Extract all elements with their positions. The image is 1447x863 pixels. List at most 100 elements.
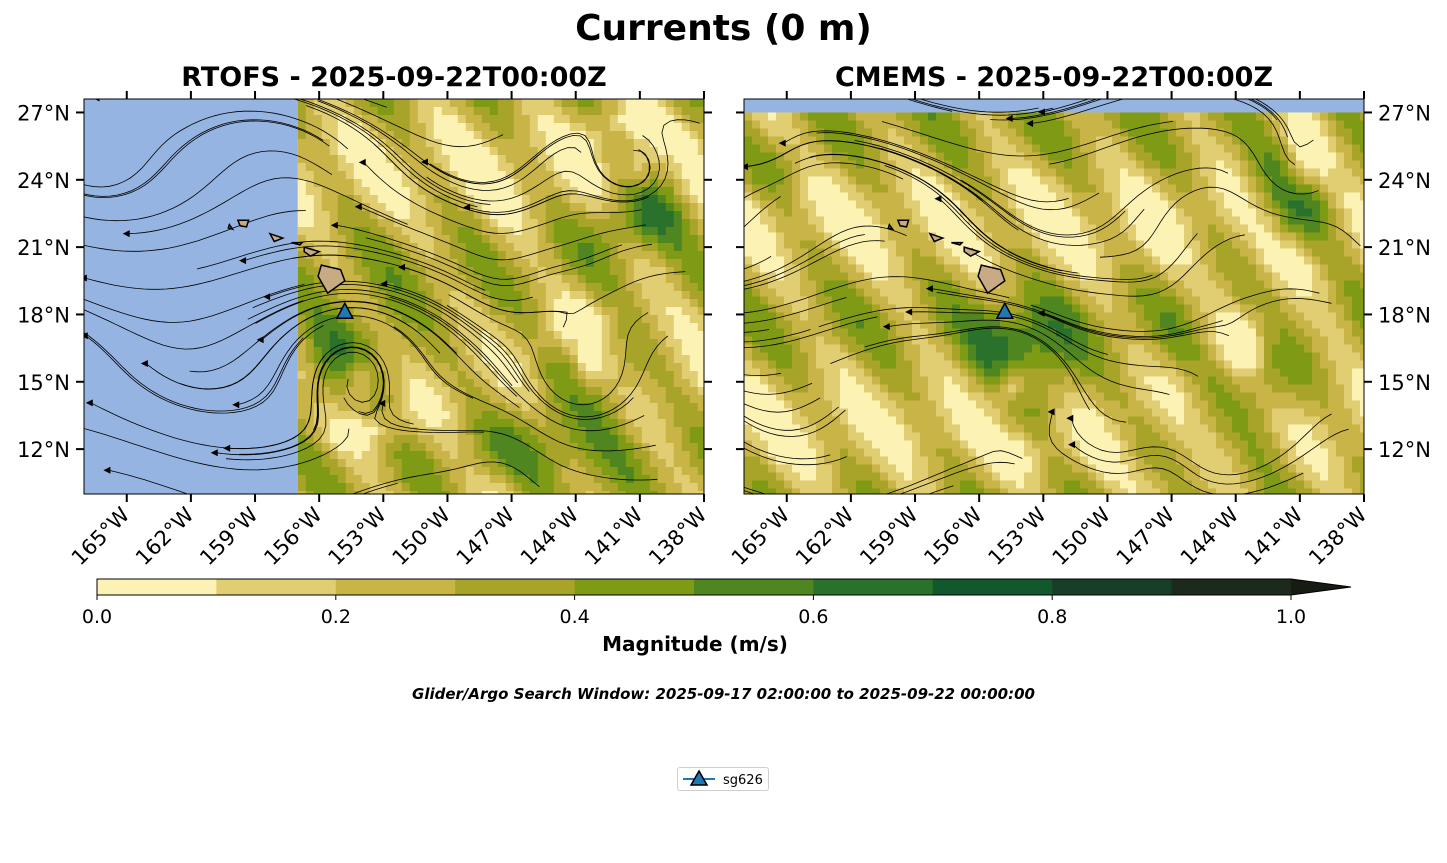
lon-tick-label: 159°W xyxy=(855,502,923,570)
island-4 xyxy=(896,219,910,228)
lon-tick-label: 156°W xyxy=(259,502,327,570)
streamline-arrow xyxy=(756,61,763,68)
lat-tick-label: 24°N xyxy=(17,169,70,193)
lon-tick-label: 138°W xyxy=(644,502,712,570)
streamline-arrow xyxy=(19,284,26,291)
colorbar-bin xyxy=(216,579,337,595)
lon-tick-label: 165°W xyxy=(727,502,795,570)
streamline-arrow xyxy=(463,203,471,211)
streamline-arrow xyxy=(256,336,264,344)
colorbar-tick-label: 0.4 xyxy=(559,606,589,628)
glider-marker xyxy=(995,301,1015,319)
rtofs-map: 165°W162°W159°W156°W153°W150°W147°W144°W… xyxy=(17,83,712,570)
streamline-arrow xyxy=(925,285,933,293)
lon-tick-label: 159°W xyxy=(195,502,263,570)
streamline-arrow xyxy=(711,310,718,317)
rtofs-panel-title: RTOFS - 2025-09-22T00:00Z xyxy=(181,62,607,93)
figure-title: Currents (0 m) xyxy=(575,8,872,49)
lat-tick-label: 18°N xyxy=(1378,303,1431,327)
lon-tick-label: 150°W xyxy=(1048,502,1116,570)
lon-tick-label: 162°W xyxy=(791,502,859,570)
colorbar-tick-label: 0.0 xyxy=(82,606,112,628)
lat-tick-label: 27°N xyxy=(17,101,70,125)
streamline-arrow xyxy=(378,399,386,407)
lat-tick-label: 21°N xyxy=(17,236,70,260)
streamline-arrow xyxy=(223,444,231,452)
colorbar-bin xyxy=(813,579,934,595)
lon-tick-label: 156°W xyxy=(919,502,987,570)
streamline-arrow xyxy=(778,139,786,147)
colorbar-bin xyxy=(932,579,1053,595)
island-1 xyxy=(963,246,982,257)
streamline-arrow xyxy=(744,163,748,171)
current-magnitude-field xyxy=(297,99,704,494)
triangle-legend-icon xyxy=(683,769,715,786)
lat-tick-label: 15°N xyxy=(1378,371,1431,395)
colorbar-bin xyxy=(455,579,576,595)
streamlines xyxy=(19,83,700,494)
streamline-arrow xyxy=(140,360,148,368)
streamline-arrow xyxy=(934,195,942,203)
colorbar-tick-label: 1.0 xyxy=(1276,606,1306,628)
streamline-arrow xyxy=(103,466,111,474)
cmems-panel-title: CMEMS - 2025-09-22T00:00Z xyxy=(834,62,1274,93)
colorbar-bin xyxy=(574,579,695,595)
current-magnitude-field xyxy=(744,112,1364,494)
colorbar-bin xyxy=(335,579,456,595)
streamline-arrow xyxy=(398,263,406,271)
lon-tick-label: 165°W xyxy=(67,502,135,570)
island-2 xyxy=(951,241,964,246)
island-2 xyxy=(291,241,304,246)
streamline-arrow xyxy=(269,83,276,90)
streamline-arrow xyxy=(94,99,100,102)
streamline-arrow xyxy=(420,158,428,166)
colorbar-bin xyxy=(1052,579,1173,595)
streamline-arrow xyxy=(52,205,59,212)
streamline-arrow xyxy=(232,401,240,409)
lon-tick-label: 153°W xyxy=(983,502,1051,570)
streamline-arrow xyxy=(85,399,93,407)
lon-tick-label: 141°W xyxy=(580,502,648,570)
lon-tick-label: 138°W xyxy=(1304,502,1372,570)
streamline-arrow xyxy=(1066,414,1074,422)
island-5 xyxy=(227,223,235,231)
streamline-arrow xyxy=(1047,408,1055,416)
streamline-arrow xyxy=(210,449,218,457)
streamline-arrow xyxy=(215,86,222,93)
streamline-arrow xyxy=(882,323,890,331)
streamline-arrow xyxy=(84,332,88,340)
colorbar-bin xyxy=(694,579,814,595)
streamline-arrow xyxy=(358,158,366,166)
legend: sg626 xyxy=(677,767,769,791)
streamline-arrow xyxy=(84,274,87,282)
island-3 xyxy=(928,232,945,243)
island-1 xyxy=(303,246,322,257)
glider-marker xyxy=(335,301,355,319)
lat-tick-label: 12°N xyxy=(1378,438,1431,462)
streamline-arrow xyxy=(1005,115,1013,123)
colorbar-tick-label: 0.6 xyxy=(798,606,828,628)
streamline-arrow xyxy=(730,480,737,487)
streamline-arrow xyxy=(354,203,362,211)
lon-tick-label: 147°W xyxy=(452,502,520,570)
streamline-arrow xyxy=(720,480,727,487)
streamline-arrow xyxy=(239,257,247,265)
streamline-arrow xyxy=(263,293,271,301)
colorbar-tick-label: 0.2 xyxy=(321,606,351,628)
streamline-arrow xyxy=(203,90,210,97)
streamline-arrow xyxy=(330,221,338,229)
legend-entry-label: sg626 xyxy=(723,773,763,788)
streamline-arrow xyxy=(905,308,913,316)
lat-tick-label: 27°N xyxy=(1378,101,1431,125)
streamline-arrow xyxy=(1026,120,1034,128)
streamlines xyxy=(711,61,1361,494)
lat-tick-label: 15°N xyxy=(17,371,70,395)
lat-tick-label: 12°N xyxy=(17,438,70,462)
streamline-arrow xyxy=(122,230,130,238)
lon-tick-label: 144°W xyxy=(516,502,584,570)
island-3 xyxy=(268,232,285,243)
lon-tick-label: 150°W xyxy=(388,502,456,570)
lat-tick-label: 21°N xyxy=(1378,236,1431,260)
